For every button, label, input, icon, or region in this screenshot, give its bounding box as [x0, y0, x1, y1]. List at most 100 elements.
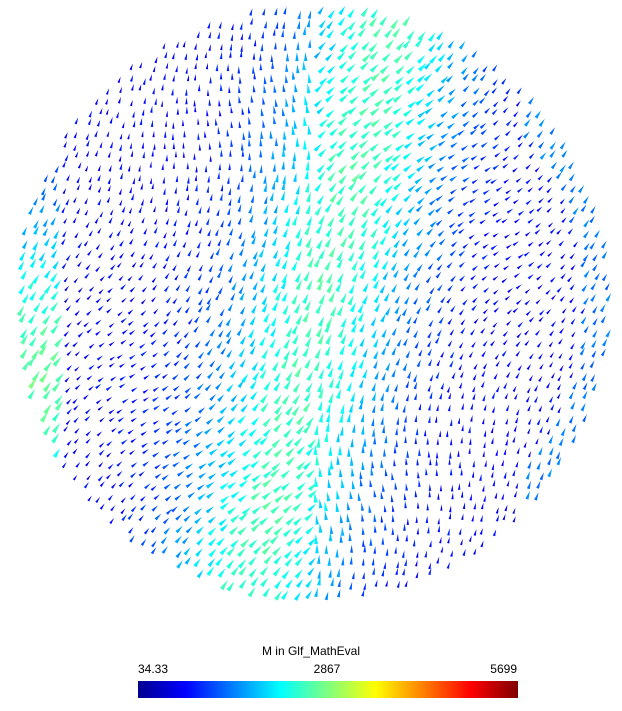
vector-arrow — [227, 263, 233, 273]
vector-arrow — [152, 65, 156, 73]
vector-arrow — [64, 376, 70, 383]
vector-arrow — [218, 21, 222, 29]
vector-arrow — [28, 206, 34, 215]
vector-arrow — [546, 239, 552, 245]
vector-arrow — [226, 559, 235, 569]
vector-arrow — [568, 353, 574, 361]
vector-arrow — [371, 404, 376, 414]
vector-arrow — [207, 229, 211, 237]
vector-arrow — [506, 320, 512, 326]
colorbar-min-label: 34.33 — [138, 662, 168, 676]
vector-arrow — [239, 49, 243, 58]
vector-arrow — [471, 252, 478, 258]
vector-arrow — [172, 374, 179, 381]
vector-arrow — [582, 254, 589, 262]
vector-arrow — [16, 305, 25, 317]
vector-arrow — [436, 329, 442, 337]
vector-arrow — [337, 16, 346, 27]
vector-arrow — [282, 141, 286, 151]
vector-arrow — [318, 248, 326, 260]
vector-arrow — [337, 578, 341, 588]
vector-arrow — [129, 354, 136, 360]
vector-arrow — [86, 294, 92, 301]
vector-arrow — [439, 392, 443, 400]
vector-arrow — [229, 149, 232, 157]
vector-arrow — [329, 192, 338, 203]
vector-arrow — [53, 314, 63, 325]
vector-arrow — [77, 241, 83, 249]
vector-arrow — [591, 339, 597, 348]
vector-arrow — [98, 442, 105, 448]
vector-arrow — [117, 311, 124, 317]
vector-arrow — [164, 51, 168, 59]
vector-arrow — [483, 495, 486, 502]
vector-arrow — [165, 296, 172, 304]
vector-arrow — [329, 459, 334, 470]
vector-arrow — [194, 315, 200, 324]
vector-arrow — [391, 346, 397, 356]
vector-arrow — [262, 500, 273, 510]
vector-arrow — [396, 40, 405, 51]
vector-arrow — [263, 216, 268, 225]
vector-arrow — [195, 53, 198, 61]
vector-arrow — [139, 61, 143, 69]
vector-arrow — [327, 9, 335, 19]
vector-arrow — [274, 347, 281, 358]
vector-arrow — [152, 352, 159, 358]
vector-arrow — [75, 297, 81, 303]
vector-arrow — [547, 197, 553, 203]
vector-arrow — [402, 568, 405, 576]
vector-arrow — [40, 187, 46, 196]
vector-arrow — [415, 37, 424, 48]
vector-arrow — [85, 452, 91, 459]
vector-arrow — [74, 427, 80, 434]
vector-arrow — [205, 506, 214, 514]
vector-arrow — [174, 420, 182, 427]
vector-arrow — [269, 338, 276, 349]
vector-arrow — [362, 368, 368, 379]
vector-arrow — [527, 218, 534, 224]
vector-arrow — [86, 328, 93, 334]
vector-arrow — [393, 445, 397, 454]
vector-arrow — [506, 371, 511, 378]
vector-arrow — [600, 348, 606, 357]
vector-arrow — [193, 392, 201, 400]
vector-arrow — [380, 416, 384, 425]
vector-arrow — [195, 250, 200, 258]
vector-arrow — [493, 202, 500, 207]
vector-arrow — [83, 322, 90, 328]
vector-arrow — [492, 418, 496, 426]
vector-arrow — [270, 505, 281, 515]
vector-arrow — [317, 400, 323, 411]
vector-arrow — [150, 119, 154, 127]
vector-arrow — [305, 382, 313, 393]
vector-arrow — [335, 502, 340, 513]
vector-arrow — [369, 448, 373, 457]
vector-arrow — [482, 189, 490, 195]
vector-arrow — [512, 516, 516, 523]
vector-arrow — [184, 428, 193, 435]
vector-arrow — [195, 197, 199, 206]
vector-arrow — [129, 74, 134, 82]
vector-arrow — [336, 51, 346, 61]
vector-arrow — [429, 240, 437, 248]
vector-arrow — [66, 322, 72, 328]
vector-arrow — [324, 544, 329, 554]
vector-arrow — [429, 458, 432, 466]
vector-arrow — [338, 127, 348, 137]
vector-arrow — [96, 431, 103, 437]
vector-arrow — [272, 301, 278, 312]
vector-arrow — [326, 282, 333, 294]
vector-arrow — [248, 152, 251, 161]
vector-arrow — [150, 105, 153, 113]
vector-arrow — [559, 198, 565, 205]
vector-arrow — [162, 176, 165, 184]
vector-arrow — [236, 181, 240, 190]
vector-arrow — [260, 577, 269, 588]
vector-arrow — [316, 271, 324, 284]
vector-arrow — [209, 76, 212, 84]
vector-arrow — [182, 241, 187, 248]
vector-arrow — [513, 121, 519, 128]
vector-arrow — [549, 141, 556, 150]
vector-arrow — [328, 377, 334, 389]
